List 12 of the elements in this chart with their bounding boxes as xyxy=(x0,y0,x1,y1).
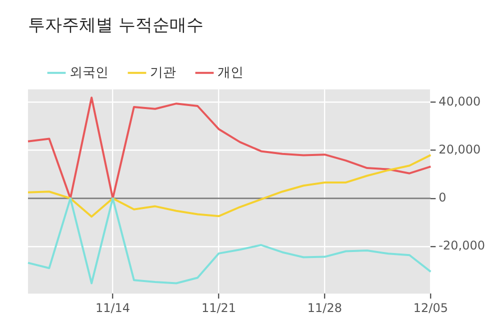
x-tick-label: 11/21 xyxy=(201,300,236,315)
y-tick-label: 40,000 xyxy=(438,94,481,108)
x-tick-label: 12/05 xyxy=(413,300,448,315)
x-tick-label: 11/14 xyxy=(95,300,130,315)
legend-label: 기관 xyxy=(150,65,176,80)
chart-title: 투자주체별 누적순매수 xyxy=(28,16,204,36)
y-tick-label: 0 xyxy=(438,190,446,204)
y-tick-label: 20,000 xyxy=(438,142,481,156)
y-tick-label: -20,000 xyxy=(438,238,486,253)
legend-label: 개인 xyxy=(218,65,244,80)
legend-label: 외국인 xyxy=(70,65,108,80)
x-tick-label: 11/28 xyxy=(307,300,342,315)
